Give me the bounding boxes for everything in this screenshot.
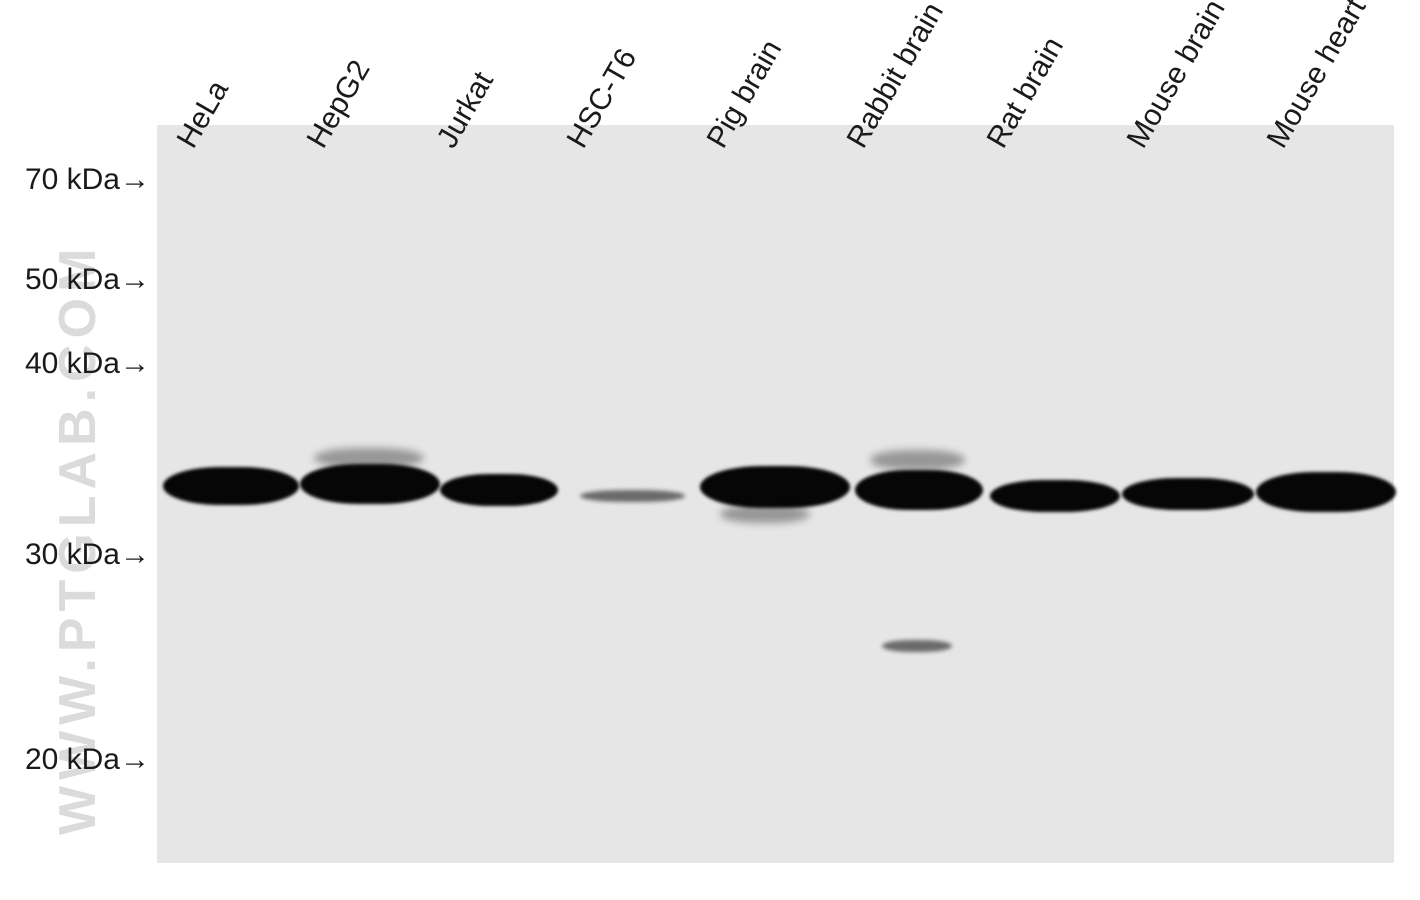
mw-marker-label: 20 kDa→	[25, 743, 150, 777]
blot-band	[163, 467, 299, 505]
blot-band	[580, 490, 685, 502]
blot-band	[1256, 472, 1396, 512]
blot-band	[720, 505, 810, 523]
blot-band	[300, 464, 440, 504]
blot-band	[990, 480, 1120, 512]
blot-band	[440, 474, 558, 506]
blot-band	[870, 450, 965, 470]
mw-marker-label: 40 kDa→	[25, 347, 150, 381]
watermark-text: WWW.PTGLAB.COM	[48, 155, 108, 835]
mw-marker-label: 50 kDa→	[25, 263, 150, 297]
western-blot-figure: WWW.PTGLAB.COM HeLaHepG2JurkatHSC-T6Pig …	[0, 0, 1420, 900]
blot-band	[700, 466, 850, 508]
blot-band	[1122, 478, 1254, 510]
blot-band	[855, 470, 983, 510]
blot-band	[882, 640, 952, 652]
mw-marker-label: 30 kDa→	[25, 538, 150, 572]
mw-marker-label: 70 kDa→	[25, 163, 150, 197]
